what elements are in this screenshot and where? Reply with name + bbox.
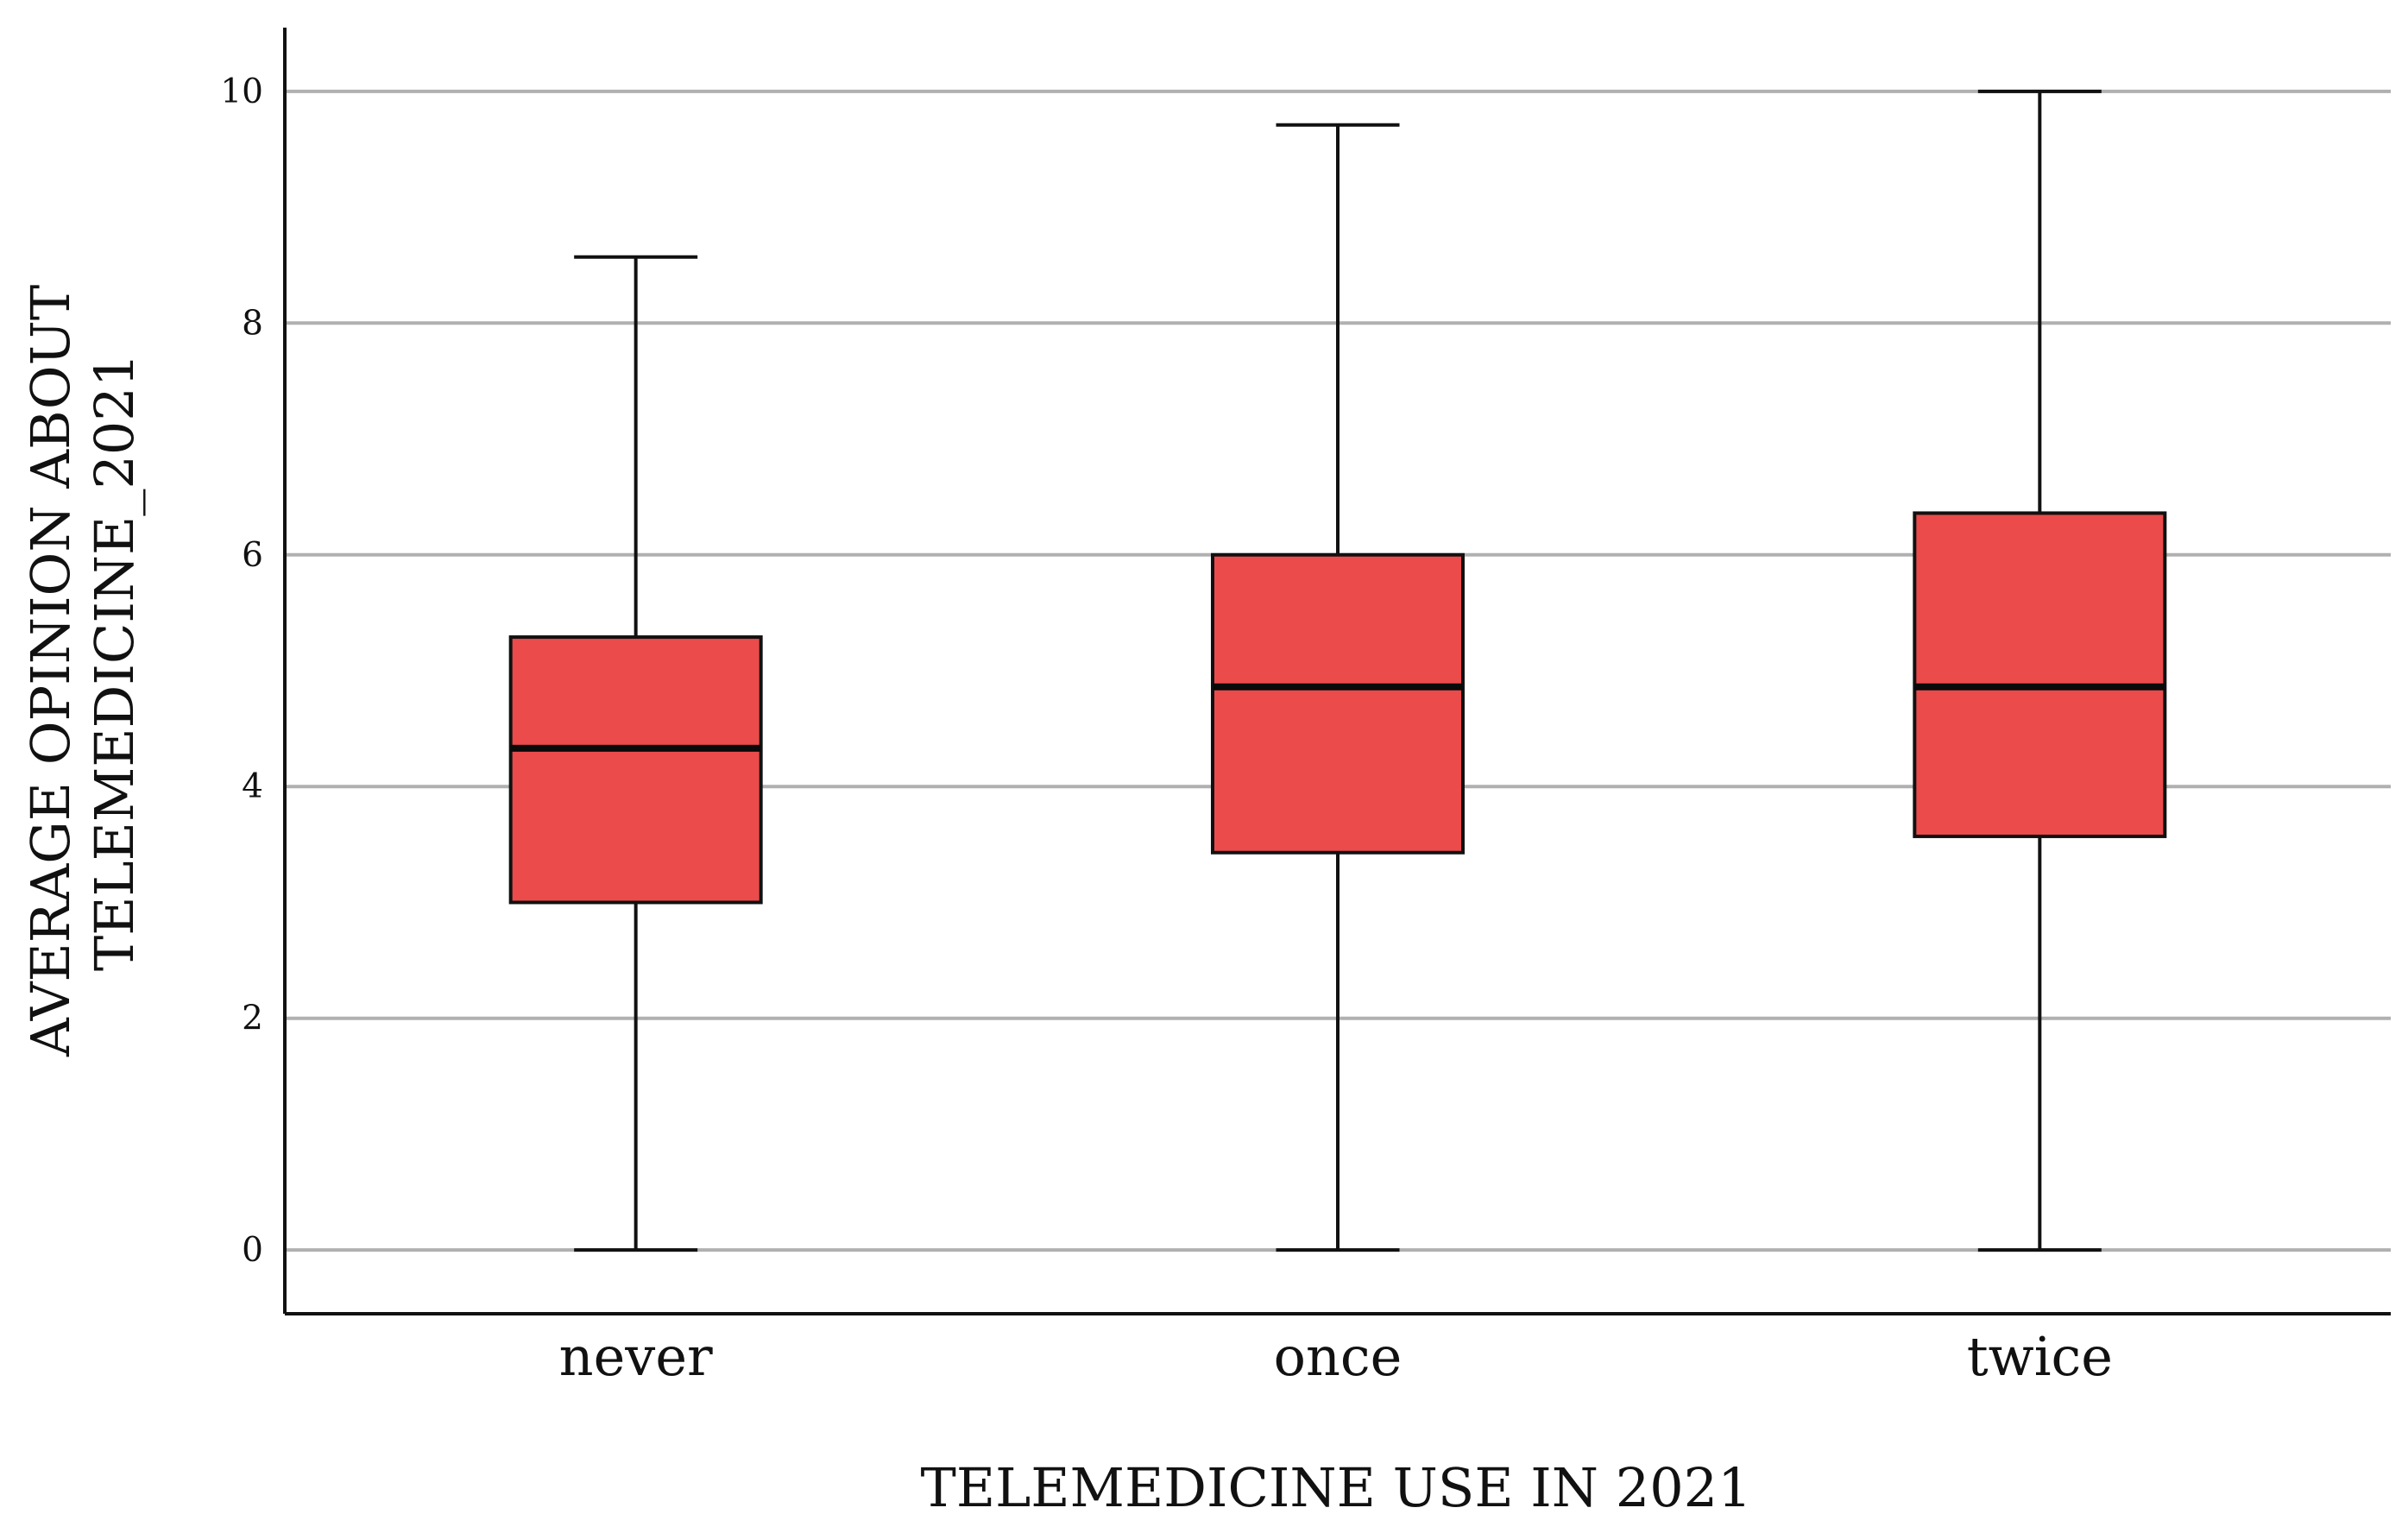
iqr-box-twice bbox=[1913, 511, 2167, 838]
iqr-box-once bbox=[1211, 552, 1465, 855]
y-tick-label-0: 0 bbox=[242, 1231, 263, 1270]
y-tick-label-2: 2 bbox=[242, 1000, 263, 1038]
x-category-labels: never once twice bbox=[559, 1325, 2113, 1388]
y-tick-label-10: 10 bbox=[220, 73, 263, 111]
x-category-label-never: never bbox=[559, 1325, 713, 1388]
box-group-never bbox=[508, 255, 763, 1252]
y-tick-labels: 0 2 4 6 8 10 bbox=[220, 73, 263, 1270]
y-tick-label-8: 8 bbox=[242, 304, 263, 343]
x-category-label-once: once bbox=[1274, 1325, 1403, 1388]
y-axis-title-line-1: AVERAGE OPINION ABOUT bbox=[19, 285, 82, 1057]
box-group-once bbox=[1211, 123, 1465, 1252]
x-axis-title: TELEMEDICINE USE IN 2021 bbox=[920, 1456, 1751, 1519]
box-group-twice bbox=[1913, 89, 2167, 1252]
y-tick-label-4: 4 bbox=[242, 767, 263, 806]
axes bbox=[283, 28, 2391, 1315]
iqr-box-never bbox=[508, 635, 763, 905]
x-category-label-twice: twice bbox=[1967, 1325, 2113, 1388]
boxes bbox=[508, 89, 2167, 1252]
y-axis-title-line-2: TELEMEDICINE_2021 bbox=[83, 353, 146, 971]
y-axis-title: AVERAGE OPINION ABOUT TELEMEDICINE_2021 bbox=[19, 268, 146, 1057]
y-tick-label-6: 6 bbox=[242, 536, 263, 575]
